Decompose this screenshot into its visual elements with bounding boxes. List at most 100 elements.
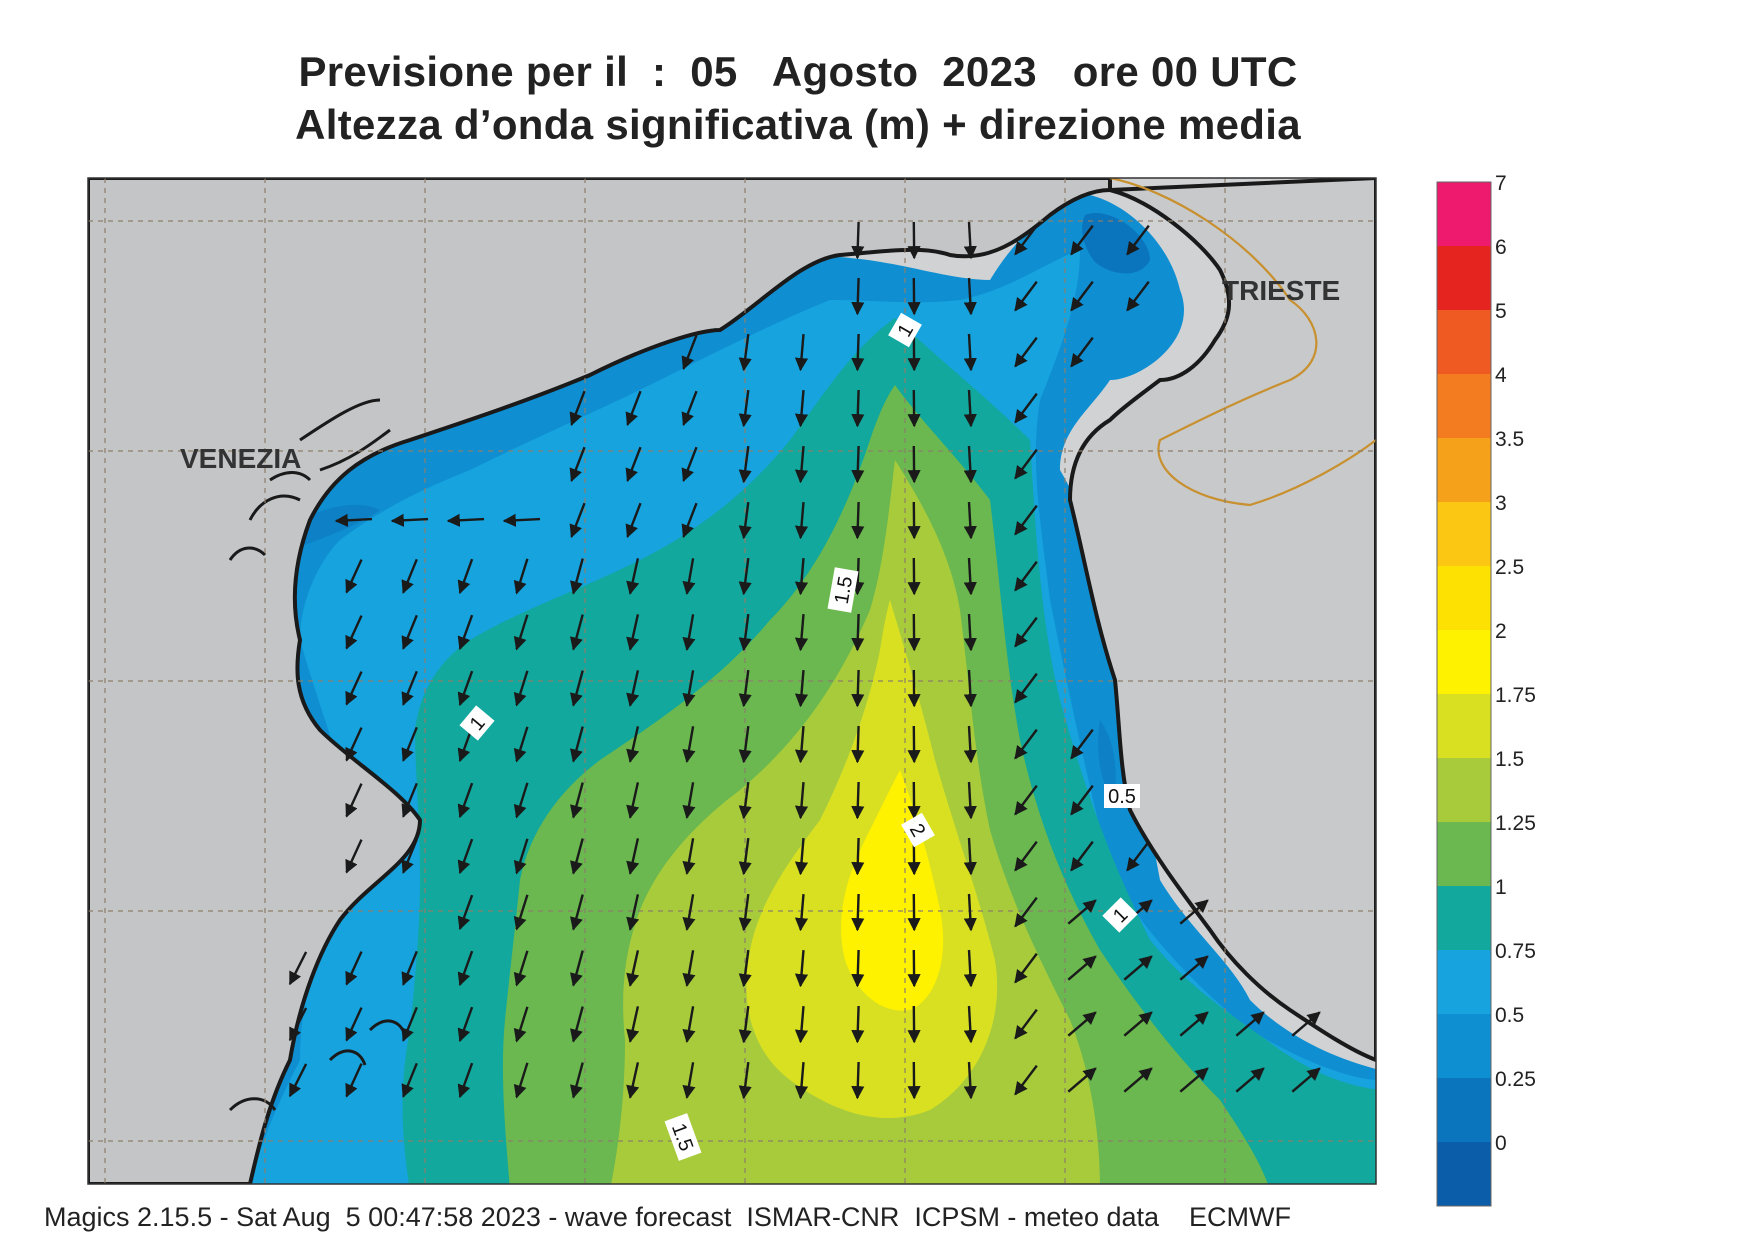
wave-direction-arrow xyxy=(345,1063,363,1098)
wave-direction-arrow xyxy=(457,1006,474,1043)
wave-direction-arrow xyxy=(851,1005,865,1044)
contour-label-0.5: 0.5 xyxy=(1108,786,1136,808)
wave-direction-arrow xyxy=(794,613,809,652)
wave-direction-arrow xyxy=(626,894,640,931)
wave-direction-arrow xyxy=(682,726,696,764)
colorbar-tick-label: 6 xyxy=(1495,236,1507,259)
wave-direction-arrow xyxy=(513,1006,529,1043)
wave-direction-arrow xyxy=(963,669,977,708)
wave-direction-arrow xyxy=(513,726,529,763)
wave-direction-arrow xyxy=(570,950,584,987)
wave-direction-arrow xyxy=(1070,336,1094,368)
wave-direction-arrow xyxy=(1179,899,1209,925)
wave-direction-arrow xyxy=(1235,1067,1265,1093)
wave-direction-arrow xyxy=(1014,504,1038,536)
wave-direction-arrow xyxy=(1014,280,1038,312)
wave-direction-arrow xyxy=(570,1062,584,1099)
colorbar-tick-label: 3 xyxy=(1495,492,1507,515)
colorbar-swatch xyxy=(1437,182,1491,246)
wave-direction-arrow xyxy=(345,727,363,762)
colorbar-tick-label: 5 xyxy=(1495,300,1507,323)
wave-direction-arrow xyxy=(1123,955,1153,981)
wave-direction-arrow xyxy=(570,1006,584,1043)
wave-direction-arrow xyxy=(513,558,529,595)
wave-direction-arrow xyxy=(1014,1008,1038,1040)
colorbar-tick-label: 0 xyxy=(1495,1132,1507,1155)
wave-direction-arrow xyxy=(1070,280,1094,312)
colorbar-swatch xyxy=(1437,1078,1491,1142)
slovenia-border xyxy=(1109,178,1376,507)
wave-direction-arrow xyxy=(626,950,640,987)
wave-direction-arrow xyxy=(570,894,584,931)
wave-direction-arrow xyxy=(1070,728,1094,760)
wave-direction-arrow xyxy=(626,614,640,651)
wave-direction-arrow xyxy=(570,726,584,763)
wave-direction-arrow xyxy=(681,390,698,427)
wave-direction-arrow xyxy=(738,1061,752,1100)
wave-direction-arrow xyxy=(446,513,485,527)
wave-direction-arrow xyxy=(626,1062,640,1099)
wave-direction-arrow xyxy=(401,950,418,986)
wave-direction-arrow xyxy=(401,838,418,874)
wave-direction-arrow xyxy=(288,1007,308,1042)
wave-direction-arrow xyxy=(851,669,865,708)
wave-direction-arrow xyxy=(682,1062,696,1100)
graticule xyxy=(88,178,1376,1184)
wave-direction-arrow xyxy=(681,446,698,483)
wave-direction-arrow xyxy=(738,333,752,372)
wave-direction-arrow xyxy=(401,614,418,650)
wave-direction-arrow xyxy=(738,837,752,876)
sea-band-0.25 xyxy=(1082,213,1150,274)
lagoon-islands xyxy=(228,398,391,561)
wave-direction-arrow xyxy=(1235,1011,1265,1037)
wave-direction-arrow xyxy=(794,1005,809,1044)
wave-direction-arrow xyxy=(1179,1011,1209,1037)
colorbar-swatch xyxy=(1437,246,1491,310)
colorbar-tick-label: 2.5 xyxy=(1495,556,1524,579)
wave-direction-arrow xyxy=(626,670,640,707)
wave-direction-arrow xyxy=(457,782,474,819)
wave-direction-arrow xyxy=(794,501,809,540)
wave-direction-arrow xyxy=(1014,784,1038,816)
wave-direction-arrows xyxy=(288,221,1321,1100)
wave-direction-arrow xyxy=(570,614,584,651)
wave-direction-arrow xyxy=(345,671,363,706)
wave-direction-arrow xyxy=(626,838,640,875)
wave-direction-arrow xyxy=(794,725,809,764)
wave-direction-arrow xyxy=(401,1006,418,1042)
wave-direction-arrow xyxy=(963,893,977,932)
wave-direction-arrow xyxy=(1179,955,1209,981)
wave-direction-arrow xyxy=(401,726,418,762)
wave-direction-arrow xyxy=(1067,1067,1097,1093)
wave-direction-arrow xyxy=(457,838,474,875)
wave-direction-arrow xyxy=(401,670,418,706)
wave-direction-arrow xyxy=(625,446,642,483)
wave-direction-arrow xyxy=(569,446,586,483)
contour-label-1.5-center: 1.5 xyxy=(831,575,857,606)
wave-direction-arrow xyxy=(794,837,809,876)
wave-direction-arrow xyxy=(851,613,865,652)
wave-direction-arrow xyxy=(794,445,809,484)
wave-direction-arrow xyxy=(738,613,752,652)
wave-direction-arrow xyxy=(682,558,696,596)
wave-direction-arrow xyxy=(851,893,865,932)
wave-direction-arrow xyxy=(569,390,586,427)
colorbar-frame xyxy=(1436,181,1492,1207)
colorbar-tick-label: 0.75 xyxy=(1495,940,1536,963)
wave-direction-arrow xyxy=(738,445,752,484)
wave-direction-arrow xyxy=(738,557,752,596)
wave-direction-arrow xyxy=(345,559,363,594)
colorbar-swatch xyxy=(1437,502,1491,566)
wave-direction-arrow xyxy=(794,389,809,428)
wave-direction-arrow xyxy=(570,838,584,875)
wave-direction-arrow xyxy=(963,445,977,484)
wave-direction-arrow xyxy=(682,838,696,876)
wave-direction-arrow xyxy=(851,277,865,316)
colorbar-swatch xyxy=(1437,310,1491,374)
wave-direction-arrow xyxy=(963,1061,977,1100)
wave-direction-arrow xyxy=(851,725,865,764)
wave-direction-arrow xyxy=(851,333,865,372)
wave-direction-arrow xyxy=(682,1006,696,1044)
wave-direction-arrow xyxy=(1067,899,1097,925)
wave-direction-arrow xyxy=(851,501,865,540)
